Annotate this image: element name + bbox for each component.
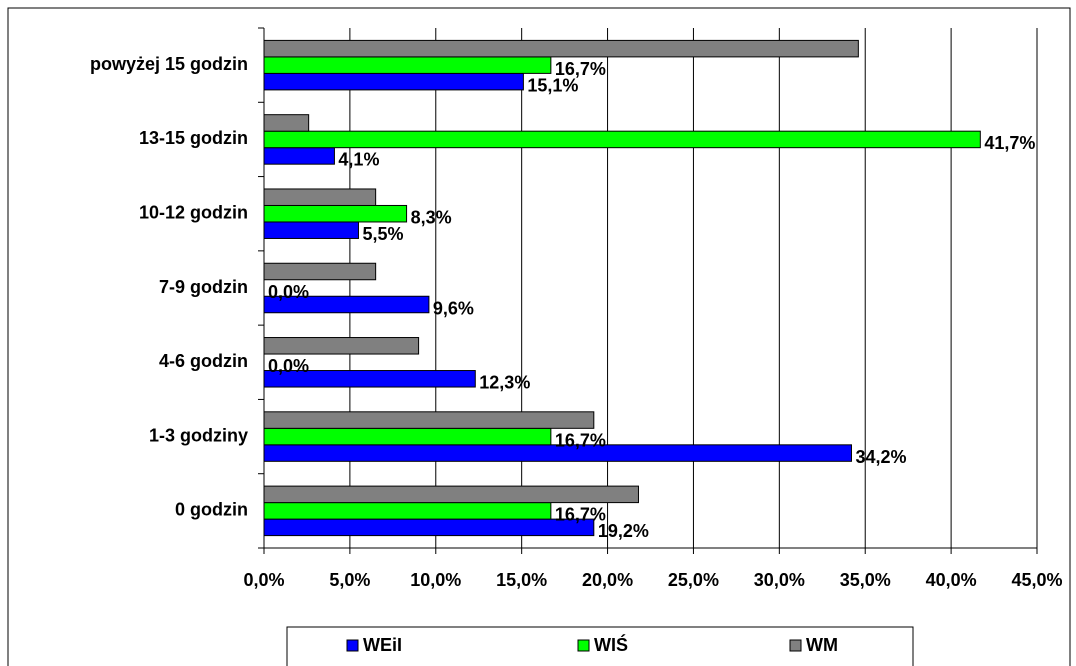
legend-label: WIŚ bbox=[594, 634, 628, 655]
data-label: 9,6% bbox=[433, 298, 474, 318]
y-tick-label: 1-3 godziny bbox=[149, 425, 248, 445]
legend-swatch bbox=[577, 639, 590, 652]
data-label: 8,3% bbox=[411, 207, 452, 227]
data-label: 16,7% bbox=[555, 430, 606, 450]
y-tick-label: 4-6 godzin bbox=[159, 351, 248, 371]
data-label: 41,7% bbox=[984, 133, 1035, 153]
data-label: 5,5% bbox=[362, 224, 403, 244]
bar bbox=[263, 221, 359, 239]
x-tick-label: 45,0% bbox=[1011, 570, 1062, 590]
bar bbox=[263, 262, 377, 281]
bar bbox=[263, 370, 476, 388]
bar bbox=[263, 444, 852, 462]
bar bbox=[263, 502, 552, 520]
x-tick-label: 35,0% bbox=[840, 570, 891, 590]
y-tick-label: powyżej 15 godzin bbox=[90, 54, 248, 74]
bar bbox=[263, 56, 552, 74]
x-tick-label: 0,0% bbox=[243, 570, 284, 590]
bar bbox=[263, 130, 981, 149]
y-tick-label: 10-12 godzin bbox=[139, 202, 248, 222]
chart-frame bbox=[7, 7, 1071, 666]
x-tick-label: 30,0% bbox=[754, 570, 805, 590]
bar bbox=[263, 295, 430, 314]
data-label: 4,1% bbox=[338, 150, 379, 170]
legend-label: WEiI bbox=[363, 635, 402, 655]
data-label: 0,0% bbox=[268, 282, 309, 302]
data-label: 16,7% bbox=[555, 59, 606, 79]
bar bbox=[263, 427, 552, 446]
y-tick-label: 13-15 godzin bbox=[139, 128, 248, 148]
y-tick-label: 7-9 godzin bbox=[159, 277, 248, 297]
x-tick-label: 15,0% bbox=[496, 570, 547, 590]
bar bbox=[263, 337, 420, 355]
bar bbox=[263, 485, 639, 504]
x-tick-label: 20,0% bbox=[582, 570, 633, 590]
data-label: 0,0% bbox=[268, 356, 309, 376]
bar bbox=[263, 114, 310, 132]
bar bbox=[263, 204, 408, 223]
bar bbox=[263, 518, 595, 537]
legend-box bbox=[286, 626, 914, 666]
x-tick-label: 10,0% bbox=[410, 570, 461, 590]
data-label: 19,2% bbox=[598, 521, 649, 541]
bar bbox=[263, 188, 377, 206]
x-tick-label: 25,0% bbox=[668, 570, 719, 590]
bar bbox=[263, 411, 595, 429]
bar bbox=[263, 39, 859, 58]
bar bbox=[263, 147, 335, 165]
x-tick-label: 5,0% bbox=[329, 570, 370, 590]
legend-swatch bbox=[789, 639, 802, 652]
data-label: 34,2% bbox=[855, 447, 906, 467]
data-label: 15,1% bbox=[527, 75, 578, 95]
legend-label: WM bbox=[806, 635, 838, 655]
x-tick-label: 40,0% bbox=[926, 570, 977, 590]
bar bbox=[263, 72, 524, 91]
y-tick-label: 0 godzin bbox=[175, 500, 248, 520]
data-label: 16,7% bbox=[555, 505, 606, 525]
data-label: 12,3% bbox=[479, 373, 530, 393]
legend-swatch bbox=[346, 639, 359, 652]
